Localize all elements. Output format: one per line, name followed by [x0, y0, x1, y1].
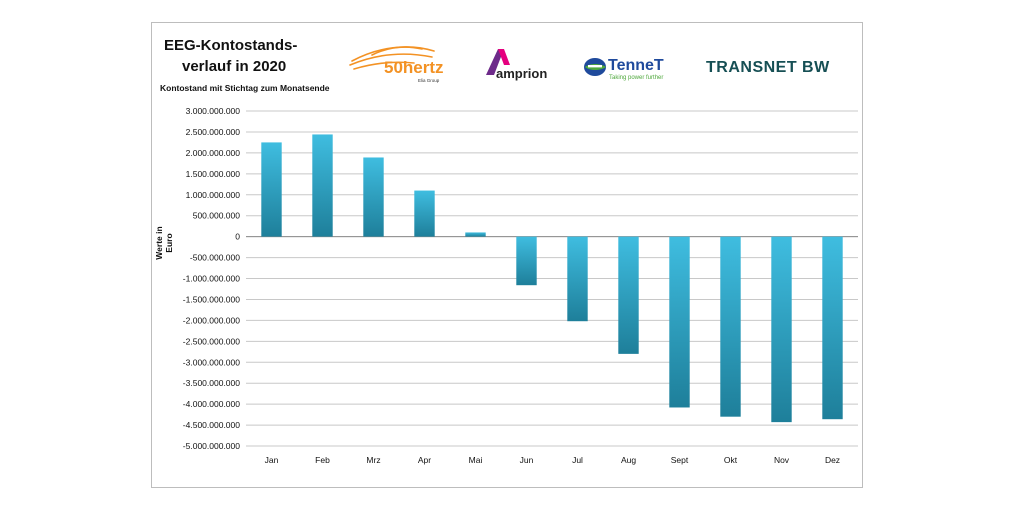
chart-subtitle: Kontostand mit Stichtag zum Monatsende [160, 83, 330, 93]
y-tick-label: -1.500.000.000 [183, 294, 240, 304]
x-tick-label: Mrz [366, 455, 380, 465]
logo-transnetbw: TRANSNET BW [706, 59, 830, 76]
x-tick-label: Mai [469, 455, 483, 465]
y-tick-label: 2.500.000.000 [186, 127, 241, 137]
bar-nov [771, 236, 792, 423]
x-tick-label: Dez [825, 455, 840, 465]
bar-mrz [363, 157, 384, 237]
title-line-1: EEG-Kontostands- [164, 37, 298, 54]
logo-50hertz-sub: Elia Group [418, 78, 440, 83]
x-tick-label: Jan [265, 455, 279, 465]
y-tick-label: 2.000.000.000 [186, 148, 241, 158]
chart-title: EEG-Kontostands- verlauf in 2020 [164, 35, 297, 77]
y-tick-label: 0 [235, 232, 240, 242]
bar-dez [822, 236, 843, 420]
logo-tennet-tagline: Taking power further [609, 75, 663, 81]
logo-tennet-text: TenneT [608, 57, 664, 74]
x-tick-label: Okt [724, 455, 738, 465]
y-tick-label: -1.000.000.000 [183, 274, 240, 284]
y-tick-label: -500.000.000 [190, 253, 240, 263]
x-tick-label: Feb [315, 455, 330, 465]
bar-okt [720, 236, 741, 417]
bar-mai [465, 232, 486, 237]
bar-jan [261, 142, 282, 237]
bar-apr [414, 190, 435, 237]
bar-jun [516, 236, 537, 286]
x-tick-label: Jun [520, 455, 534, 465]
logo-tennet: TenneT Taking power further [584, 57, 664, 81]
x-tick-label: Sept [671, 455, 689, 465]
y-tick-label: -2.500.000.000 [183, 336, 240, 346]
y-tick-label: -4.500.000.000 [183, 420, 240, 430]
y-tick-label: -2.000.000.000 [183, 315, 240, 325]
logo-50hertz-text: 50hertz [384, 58, 444, 77]
logo-50hertz: 50hertz Elia Group [349, 46, 444, 83]
bar-sept [669, 236, 690, 408]
y-tick-label: 500.000.000 [193, 211, 241, 221]
bar-feb [312, 134, 333, 237]
tennet-globe-icon [584, 58, 606, 76]
y-tick-label: -5.000.000.000 [183, 441, 240, 451]
logo-amprion: amprion [486, 49, 547, 81]
logo-amprion-text: amprion [496, 66, 547, 81]
x-tick-label: Aug [621, 455, 636, 465]
x-tick-label: Nov [774, 455, 790, 465]
bar-aug [618, 236, 639, 354]
y-tick-label: -3.500.000.000 [183, 378, 240, 388]
y-tick-label: -3.000.000.000 [183, 357, 240, 367]
y-tick-label: 3.000.000.000 [186, 106, 241, 116]
logo-transnet-text: TRANSNET BW [706, 59, 830, 76]
title-line-2: verlauf in 2020 [182, 58, 287, 75]
x-tick-label: Apr [418, 455, 431, 465]
50hertz-swoosh-icon [349, 46, 435, 70]
chart-frame: EEG-Kontostands- verlauf in 2020 Kontost… [151, 22, 863, 488]
y-tick-label: -4.000.000.000 [183, 399, 240, 409]
x-tick-label: Jul [572, 455, 583, 465]
amprion-a-icon [486, 49, 510, 75]
bar-jul [567, 236, 588, 322]
y-tick-label: 1.000.000.000 [186, 190, 241, 200]
y-tick-label: 1.500.000.000 [186, 169, 241, 179]
